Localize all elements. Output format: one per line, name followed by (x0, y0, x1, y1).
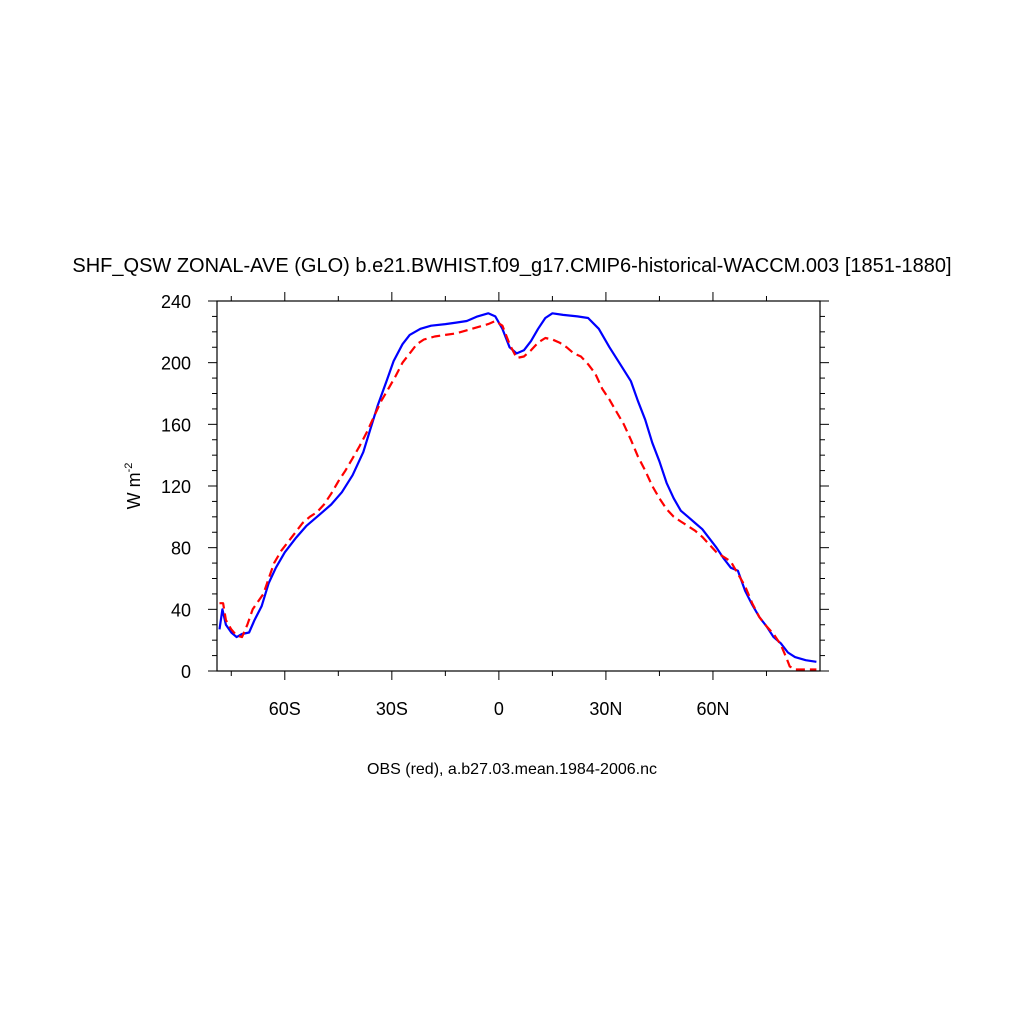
y-tick-label: 200 (161, 354, 191, 374)
y-tick-label: 120 (161, 477, 191, 497)
chart-title: SHF_QSW ZONAL-AVE (GLO) b.e21.BWHIST.f09… (72, 255, 951, 277)
plot-frame (216, 300, 821, 672)
tick-label-layer: 0 40 80 120 160 200 240 60S 30S 0 30N 60N (161, 292, 730, 719)
series-line-1 (218, 312, 817, 663)
y-tick-label: 240 (161, 292, 191, 312)
y-axis-label: W m-2 (123, 463, 144, 510)
x-tick-label: 60S (269, 699, 301, 719)
series-layer (218, 312, 817, 671)
y-axis-label-base: W m (124, 472, 144, 509)
y-tick-label: 80 (171, 539, 191, 559)
y-tick-label: 0 (181, 662, 191, 682)
y-tick-label: 160 (161, 415, 191, 435)
chart-caption: OBS (red), a.b27.03.mean.1984-2006.nc (367, 761, 657, 778)
y-axis-label-exponent: -2 (123, 463, 135, 473)
x-tick-label: 0 (494, 699, 504, 719)
x-tick-label: 30S (376, 699, 408, 719)
y-tick-label: 40 (171, 600, 191, 620)
x-tick-label: 30N (589, 699, 622, 719)
tick-layer (208, 292, 829, 680)
x-tick-label: 60N (696, 699, 729, 719)
series-line-2 (219, 319, 817, 671)
